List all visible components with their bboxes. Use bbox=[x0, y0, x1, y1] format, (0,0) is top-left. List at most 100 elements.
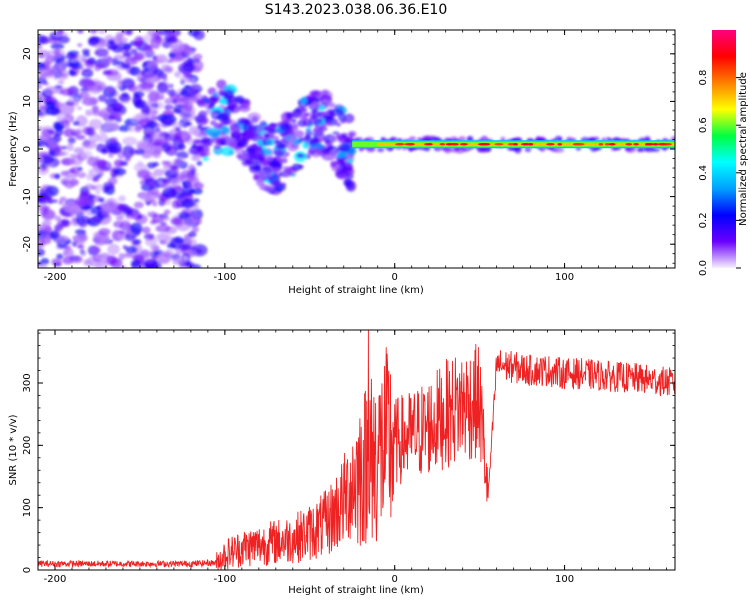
spectrogram-x-axis: -200 -100 0 100 bbox=[37, 30, 667, 283]
noise-blob bbox=[97, 94, 107, 102]
noise-blob bbox=[133, 163, 147, 172]
noise-blob bbox=[62, 251, 70, 255]
noise-blob bbox=[118, 125, 131, 132]
transition-blob bbox=[274, 139, 280, 144]
noise-blob bbox=[41, 209, 56, 221]
transition-blob bbox=[306, 94, 316, 101]
snr-panel: -200 -100 0 100 0 100 200 300 Height of straig… bbox=[8, 329, 676, 596]
noise-blob bbox=[122, 145, 135, 159]
noise-blob bbox=[112, 167, 127, 176]
noise-blob bbox=[189, 89, 197, 97]
noise-blob bbox=[59, 196, 67, 202]
noise-blob bbox=[88, 194, 96, 199]
y-tick-label: -10 bbox=[22, 188, 33, 204]
transition-blob bbox=[291, 134, 298, 141]
noise-blob bbox=[60, 88, 75, 96]
noise-blob bbox=[150, 219, 157, 225]
noise-blob bbox=[161, 143, 172, 153]
noise-blob bbox=[91, 217, 100, 223]
noise-blob bbox=[51, 258, 63, 266]
transition-blob bbox=[282, 165, 289, 170]
transition-blob bbox=[273, 149, 284, 157]
steady-band-peak bbox=[546, 142, 555, 146]
transition-blob bbox=[320, 148, 329, 154]
transition-blob bbox=[271, 179, 281, 186]
snr-x-axis: -200 -100 0 100 bbox=[37, 330, 667, 585]
noise-blob bbox=[146, 162, 157, 169]
steady-band-peak bbox=[439, 142, 445, 146]
steady-band-peak bbox=[513, 142, 518, 146]
noise-blob bbox=[158, 198, 166, 207]
noise-blob bbox=[181, 217, 197, 227]
noise-blob bbox=[174, 126, 181, 132]
steady-halo-blob bbox=[524, 147, 532, 153]
noise-blob bbox=[66, 142, 74, 152]
noise-blob bbox=[153, 246, 160, 252]
steady-band-peak bbox=[528, 142, 534, 146]
noise-blob bbox=[170, 165, 179, 171]
steady-band-peak bbox=[633, 142, 639, 146]
steady-halo-blob bbox=[408, 136, 416, 142]
noise-blob bbox=[188, 231, 197, 238]
noise-blob bbox=[85, 109, 93, 117]
noise-blob bbox=[183, 256, 189, 262]
noise-blob bbox=[183, 100, 194, 112]
snr-y-axis: 0 100 200 300 bbox=[22, 332, 675, 573]
transition-blob bbox=[196, 144, 204, 153]
noise-blob bbox=[139, 193, 154, 202]
noise-blob bbox=[145, 262, 157, 268]
transition-blob bbox=[336, 160, 345, 166]
transition-blob bbox=[345, 162, 353, 167]
noise-blob bbox=[125, 246, 138, 254]
noise-blob bbox=[161, 117, 175, 127]
noise-blob bbox=[142, 50, 156, 58]
noise-blob bbox=[131, 95, 142, 106]
noise-blob bbox=[81, 140, 97, 150]
noise-blob bbox=[178, 244, 192, 251]
noise-blob bbox=[173, 192, 185, 200]
noise-blob bbox=[129, 66, 141, 76]
noise-blob bbox=[150, 67, 156, 71]
steady-band-peak bbox=[477, 142, 488, 146]
transition-blob bbox=[201, 137, 210, 144]
transition-blob bbox=[314, 129, 325, 137]
noise-blob bbox=[149, 145, 162, 156]
transition-blob bbox=[206, 127, 222, 137]
noise-blob bbox=[59, 73, 67, 78]
noise-blob bbox=[109, 137, 118, 143]
transition-blob bbox=[337, 143, 351, 152]
noise-blob bbox=[95, 260, 108, 268]
figure-title: S143.2023.038.06.36.E10 bbox=[265, 2, 448, 18]
transition-blob bbox=[200, 152, 208, 158]
transition-blob bbox=[267, 156, 274, 161]
steady-halo-blob bbox=[553, 147, 565, 153]
noise-blob bbox=[152, 202, 158, 207]
noise-blob bbox=[180, 175, 188, 180]
noise-blob bbox=[60, 177, 70, 186]
spectrogram-y-axis: 20 10 0 -10 -20 bbox=[22, 34, 675, 264]
colorbar-tick-label: 0.8 bbox=[698, 70, 709, 86]
noise-blob bbox=[40, 258, 50, 265]
transition-blob bbox=[212, 92, 219, 97]
transition-blob bbox=[196, 160, 203, 166]
noise-blob bbox=[94, 47, 109, 58]
transition-blob bbox=[265, 138, 276, 146]
noise-blob bbox=[187, 78, 195, 83]
noise-blob bbox=[175, 151, 189, 159]
noise-blob bbox=[38, 49, 50, 58]
noise-blob bbox=[190, 154, 202, 162]
noise-blob bbox=[140, 250, 154, 258]
transition-blob bbox=[341, 132, 348, 138]
transition-blob bbox=[197, 131, 209, 139]
noise-blob bbox=[39, 155, 55, 165]
noise-blob bbox=[72, 120, 80, 126]
colorbar-gradient bbox=[712, 30, 736, 268]
steady-band-peak bbox=[445, 142, 454, 146]
colorbar-tick-label: 0.6 bbox=[698, 117, 709, 133]
steady-halo-blob bbox=[644, 147, 649, 152]
transition-blob bbox=[291, 123, 299, 131]
colorbar-tick-label: 0.4 bbox=[698, 165, 709, 181]
transition-blob bbox=[202, 156, 210, 162]
noise-blob bbox=[54, 215, 62, 221]
noise-blob bbox=[42, 219, 52, 228]
